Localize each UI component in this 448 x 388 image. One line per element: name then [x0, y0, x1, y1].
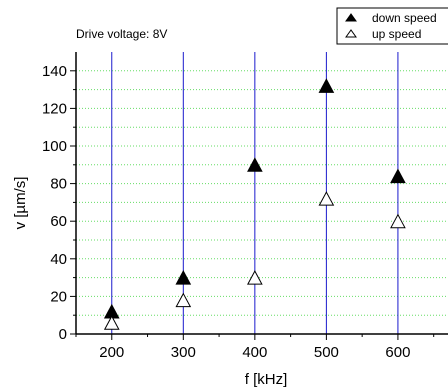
grid-layer	[76, 70, 448, 316]
up-speed-point	[175, 292, 192, 308]
up-speed-point	[103, 315, 120, 330]
y-tick-label: 120	[42, 100, 67, 117]
y-axis-label: v [µm/s]	[12, 177, 29, 230]
x-tick-label: 500	[314, 344, 339, 361]
y-tick-label: 140	[42, 63, 67, 80]
y-tick-label: 100	[42, 138, 67, 155]
x-tick-label: 400	[242, 344, 267, 361]
y-tick-label: 60	[50, 213, 67, 230]
legend-box	[336, 7, 448, 45]
x-axis-label: f [kHz]	[245, 371, 288, 388]
legend-up-speed-label: up speed	[372, 27, 421, 41]
legend-down-speed-icon	[345, 13, 357, 22]
up-speed-point	[390, 213, 406, 229]
axes-layer	[75, 52, 448, 335]
legend-up-speed-icon	[345, 29, 357, 38]
up-speed-point	[318, 191, 335, 206]
y-tick-label: 0	[59, 326, 67, 343]
down-speed-point	[318, 78, 335, 93]
vertical-lines-layer	[111, 52, 399, 334]
y-tick-label: 80	[50, 176, 67, 193]
legend-down-speed-label: down speed	[372, 11, 437, 25]
ticks-layer: 0 20 40 60 80 100 120 140 200 300 400 500 600	[42, 63, 435, 361]
down-speed-point	[247, 157, 263, 172]
y-tick-label: 40	[50, 251, 67, 268]
down-speed-point	[390, 168, 406, 184]
down-speed-point	[175, 270, 192, 285]
annotation-text: Drive voltage: 8V	[76, 27, 167, 41]
up-speed-point	[247, 270, 263, 285]
marks-layer	[103, 78, 406, 330]
x-tick-label: 300	[171, 344, 196, 361]
y-tick-label: 20	[50, 288, 67, 305]
x-tick-label: 600	[385, 344, 410, 361]
x-tick-label: 200	[99, 344, 124, 361]
legend: down speed up speed	[336, 7, 448, 45]
